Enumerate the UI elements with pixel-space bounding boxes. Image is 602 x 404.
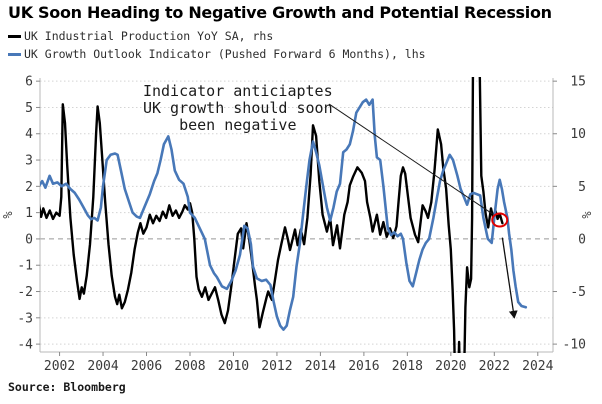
chart-title: UK Soon Heading to Negative Growth and P… [8,3,552,22]
right-axis-tick-label: -10 [563,338,586,353]
source-attribution: Source: Bloomberg [8,380,126,394]
right-axis-tick-label: -5 [570,285,586,300]
annotation-note-line: UK growth should soon [143,99,333,117]
left-axis-tick-label: 6 [25,75,33,90]
x-axis-tick-label: 2020 [435,359,466,374]
left-axis-tick-label: -2 [17,285,33,300]
left-axis-tick-label: 4 [25,127,33,142]
highlight-circle [491,212,509,228]
left-axis-tick-label: 3 [25,154,33,169]
right-axis-title: % [580,211,594,219]
x-axis-tick-label: 2016 [348,359,379,374]
industrial-production-line [40,77,504,353]
left-axis-tick-label: 1 [25,206,33,221]
legend-label: UK Industrial Production YoY SA, rhs [24,29,274,43]
legend-item-industrial-production: UK Industrial Production YoY SA, rhs [8,28,273,44]
x-axis-tick-label: 2004 [87,359,118,374]
left-axis: 6 5 4 3 2 1 0 -1 -2 -3 -4% [1,75,40,353]
left-axis-tick-label: 0 [25,232,33,247]
x-axis: 2002 2004 2006 2008 2010 2012 2014 2016 2018 2020… [44,352,554,374]
left-axis-title: % [1,211,15,219]
x-axis-tick-label: 2006 [131,359,162,374]
x-axis-tick-label: 2024 [522,359,553,374]
legend-dash-icon [8,52,21,56]
x-axis-tick-label: 2014 [305,359,336,374]
x-axis-tick-label: 2012 [261,359,292,374]
annotation-note-line: Indicator anticiaptes [143,82,333,100]
right-axis-tick-label: 15 [570,75,586,90]
left-axis-tick-label: 5 [25,101,33,116]
left-axis-tick-label: -1 [17,259,33,274]
projection-arrow [501,237,518,319]
annotation-note-line: been negative [179,116,296,134]
legend-item-growth-outlook: UK Growth Outlook Indicator (Pushed Forw… [8,46,426,62]
x-axis-tick-label: 2010 [218,359,249,374]
annotation-leader-line [328,103,493,215]
x-axis-tick-label: 2022 [479,359,510,374]
left-axis-tick-label: -3 [17,311,33,326]
right-axis-tick-label: 5 [578,180,586,195]
legend-dash-icon [8,34,21,38]
x-axis-tick-label: 2008 [174,359,205,374]
legend-label: UK Growth Outlook Indicator (Pushed Forw… [24,47,426,61]
growth-outlook-line [40,98,528,331]
left-axis-tick-label: -4 [17,338,33,353]
x-axis-tick-label: 2002 [44,359,75,374]
x-axis-tick-label: 2018 [392,359,423,374]
right-axis-tick-label: 10 [570,127,586,142]
left-axis-tick-label: 2 [25,180,33,195]
right-axis: 15 10 5 0 -5 -10% [553,75,594,353]
right-axis-tick-label: 0 [578,232,586,247]
